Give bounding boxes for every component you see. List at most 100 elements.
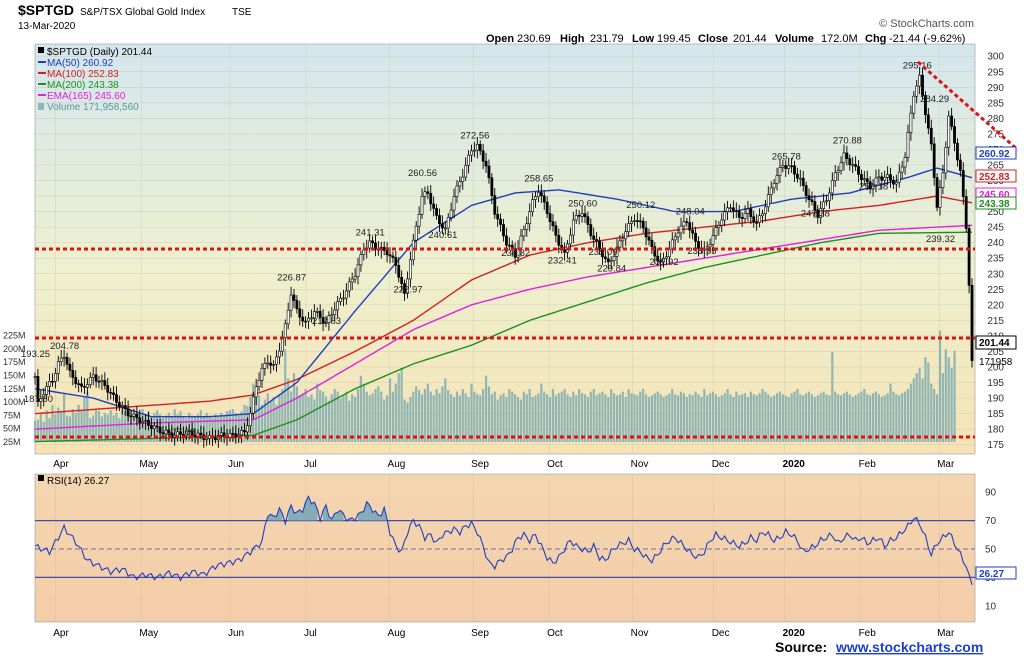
volume-bar — [287, 378, 290, 442]
rsi-tick-label: 90 — [985, 488, 997, 499]
candle-body — [961, 170, 965, 197]
candle-body — [289, 294, 293, 311]
candle-body — [694, 232, 697, 242]
price-tick-label: 280 — [987, 114, 1004, 125]
volume-bar — [860, 391, 863, 442]
volume-bar — [743, 393, 747, 442]
candle-body — [371, 240, 374, 244]
candle-body — [676, 232, 680, 238]
volume-bar — [470, 383, 473, 442]
volume-bar — [930, 383, 933, 442]
index-name: S&P/TSX Global Gold Index — [80, 7, 205, 18]
volume-bar — [57, 407, 60, 442]
volume-bar — [677, 395, 680, 442]
month-label: Sep — [471, 459, 489, 470]
candle-body — [868, 181, 872, 190]
candle-body — [537, 192, 540, 198]
candle-body — [33, 376, 37, 378]
volume-bar — [889, 383, 892, 442]
rsi-month-label: 2020 — [783, 628, 806, 639]
volume-tick-label: 75M — [3, 410, 21, 420]
candle-body — [665, 256, 668, 259]
price-annotation: 222.97 — [393, 285, 422, 296]
candle-body — [184, 430, 188, 436]
candle-body — [737, 210, 741, 218]
volume-bar — [537, 393, 540, 442]
price-tick-label: 190 — [987, 394, 1004, 405]
downtrend-dotted-line — [917, 60, 1019, 152]
candle-body — [97, 380, 101, 383]
candle-body — [787, 165, 791, 169]
volume-bar — [51, 404, 54, 442]
candle-body — [909, 112, 913, 133]
candle-body — [304, 320, 308, 323]
volume-tick-label: 175M — [3, 357, 26, 367]
candle-body — [874, 177, 878, 186]
symbol-title: $SPTGD — [18, 2, 74, 18]
volume-bar — [679, 391, 683, 442]
source-link[interactable]: www.stockcharts.com — [835, 639, 983, 655]
volume-bar — [406, 402, 409, 442]
volume-bar — [851, 396, 854, 442]
candle-body — [440, 223, 444, 229]
candle-body — [740, 217, 744, 219]
volume-bar — [805, 393, 808, 442]
volume-bar — [103, 412, 106, 442]
volume-bar — [106, 414, 109, 442]
volume-bar — [592, 389, 595, 442]
candle-body — [484, 160, 488, 167]
candle-body — [167, 430, 171, 434]
volume-bar — [316, 383, 319, 442]
candle-body — [423, 191, 427, 197]
price-annotation: 265.78 — [772, 152, 801, 163]
candle-body — [877, 176, 881, 179]
volume-bar — [601, 391, 604, 442]
volume-bar — [653, 393, 656, 442]
volume-bar — [135, 414, 138, 442]
volume-bar — [816, 395, 819, 442]
month-label: Apr — [53, 459, 69, 470]
volume-bar — [583, 394, 587, 442]
volume-bar — [339, 398, 342, 442]
volume-bar — [659, 394, 662, 442]
month-label: Jun — [228, 459, 244, 470]
price-annotation: 229.84 — [597, 263, 626, 274]
volume-bar — [802, 395, 805, 442]
volume-bar — [423, 389, 427, 442]
price-annotation: 256.18 — [859, 181, 888, 192]
volume-label: Volume — [775, 33, 814, 45]
volume-bar — [266, 393, 269, 442]
volume-bar — [508, 389, 511, 442]
volume-bar — [127, 404, 130, 442]
volume-bar — [831, 351, 834, 442]
volume-bar — [121, 409, 124, 442]
rsi-month-label: Jun — [228, 628, 244, 639]
candle-body — [941, 172, 945, 188]
price-tick-label: 265 — [987, 160, 1004, 171]
candle-body — [327, 315, 331, 323]
candle-body — [851, 164, 855, 166]
price-tick-label: 230 — [987, 269, 1004, 280]
price-tags: 260.92 252.83 245.60 243.38 201.44 17195… — [975, 146, 1017, 580]
volume-bar — [604, 394, 607, 442]
candle-body — [595, 239, 599, 242]
volume-bar — [822, 391, 825, 442]
volume-bar — [612, 393, 616, 442]
volume-bar — [327, 400, 330, 442]
volume-bar — [755, 395, 758, 442]
price-tick-label: 220 — [987, 300, 1004, 311]
volume-bar — [557, 393, 560, 442]
candle-body — [618, 240, 622, 248]
candle-body — [903, 157, 907, 168]
candle-body — [813, 201, 817, 211]
rsi-overbought-fill — [288, 496, 318, 521]
candle-body — [862, 178, 866, 181]
price-annotation: 235.35 — [687, 246, 716, 257]
candle-body — [958, 159, 962, 171]
candle-body — [673, 236, 677, 241]
volume-bar — [650, 395, 653, 442]
candle-body — [115, 394, 118, 403]
open-value: 230.69 — [517, 33, 551, 45]
candle-body — [932, 143, 936, 178]
